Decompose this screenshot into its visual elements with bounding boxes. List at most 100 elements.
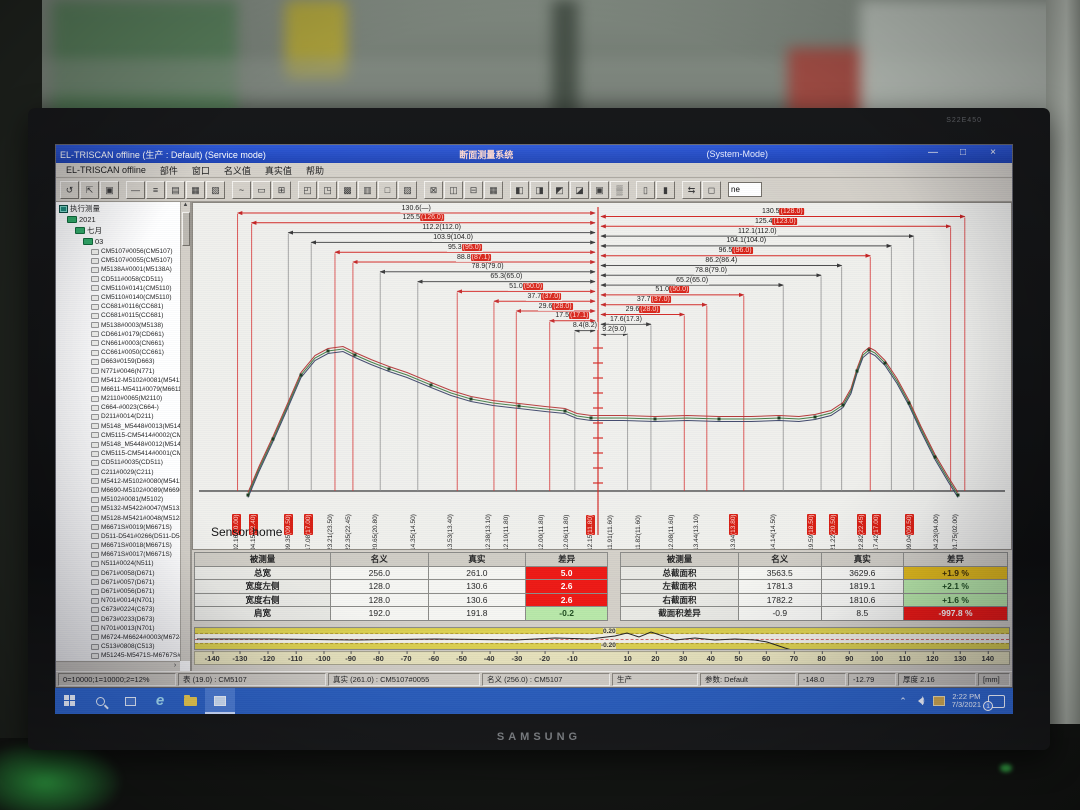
task-view-button[interactable]: [115, 688, 145, 714]
tree-item[interactable]: D671#0056(D671): [57, 587, 180, 596]
tree-item[interactable]: M6611-M5411#0079(M6611-M5: [57, 385, 180, 394]
tree-item[interactable]: C673#0224(C673): [57, 605, 180, 614]
toolbar-button[interactable]: ⊠: [424, 180, 443, 199]
tree-item[interactable]: M5148_M5448#0013(M5148_M5: [57, 422, 180, 431]
tree-item[interactable]: N511#0024(N511): [57, 559, 180, 568]
toolbar-button[interactable]: ⇱: [80, 180, 99, 199]
tree-item[interactable]: C211#0029(C211): [57, 468, 180, 477]
scrollbar-thumb[interactable]: [182, 212, 190, 246]
tree-item[interactable]: M6724-M6624#0003(M6724-M6: [57, 633, 180, 642]
tree-item[interactable]: CM5115-CM5414#0001(CM5115: [57, 449, 180, 458]
tree-item[interactable]: M6671S#0017(M6671S): [57, 550, 180, 559]
toolbar-button[interactable]: ◰: [298, 180, 317, 199]
tree-item[interactable]: CM5107#0055(CM5107): [57, 256, 180, 265]
toolbar-button[interactable]: ▤: [166, 180, 185, 199]
tree-item[interactable]: CC681#0116(CC681): [57, 302, 180, 311]
tree-item[interactable]: D673#0233(D673): [57, 615, 180, 624]
tree-item[interactable]: N701#0014(N701): [57, 596, 180, 605]
menu-item-4[interactable]: 真实值: [264, 165, 292, 176]
toolbar-button[interactable]: ▨: [398, 180, 417, 199]
toolbar-button[interactable]: ⇆: [682, 180, 701, 199]
tree-item[interactable]: C513#0808(C513): [57, 642, 180, 651]
tree-item[interactable]: M5148_M5448#0012(M5148_M5: [57, 440, 180, 449]
toolbar-button[interactable]: ▣: [100, 180, 119, 199]
tree-item[interactable]: CN661#0003(CN661): [57, 339, 180, 348]
file-explorer-button[interactable]: [175, 688, 205, 714]
tree-item[interactable]: M5138A#0001(M5138A): [57, 265, 180, 274]
window-titlebar[interactable]: EL-TRISCAN offline (生产 : Default) (Servi…: [56, 145, 1012, 163]
tree-item[interactable]: C664-#0023(C664-): [57, 403, 180, 412]
menu-item-0[interactable]: EL-TRISCAN offline: [66, 165, 146, 175]
toolbar-button[interactable]: ▭: [252, 180, 271, 199]
menu-item-5[interactable]: 帮助: [305, 165, 324, 176]
toolbar-button[interactable]: ▩: [338, 180, 357, 199]
menu-item-1[interactable]: 部件: [159, 165, 178, 176]
maximize-button[interactable]: □: [959, 147, 967, 158]
toolbar-button[interactable]: ▦: [186, 180, 205, 199]
tree-item[interactable]: M5412-M5102#0080(M5412-M5: [57, 477, 180, 486]
tree-item[interactable]: CD511#0035(CD511): [57, 458, 180, 467]
tree-item[interactable]: M5132-M5422#0047(M5132-M5: [57, 504, 180, 513]
tree-item[interactable]: CM5110#0141(CM5110): [57, 284, 180, 293]
toolbar-button[interactable]: ▧: [206, 180, 225, 199]
tree-item[interactable]: CM5115-CM5414#0002(CM5115: [57, 431, 180, 440]
tray-expand-icon[interactable]: ⌃: [899, 695, 907, 706]
tree-item[interactable]: D663#0159(D663): [57, 357, 180, 366]
search-button[interactable]: [85, 688, 115, 714]
clock[interactable]: 2:22 PM 7/3/2021: [952, 692, 981, 710]
toolbar-text-field[interactable]: [728, 182, 762, 197]
minimize-button[interactable]: —: [928, 147, 938, 158]
tree-item[interactable]: M6671S#0018(M6671S): [57, 541, 180, 550]
tree-item[interactable]: CM5110#0140(CM5110): [57, 293, 180, 302]
tree-item[interactable]: CD661#0179(CD661): [57, 330, 180, 339]
toolbar-button[interactable]: ◨: [530, 180, 549, 199]
toolbar-button[interactable]: ▯: [636, 180, 655, 199]
tree-item[interactable]: D511-D541#0266(D511-D541): [57, 532, 180, 541]
eltriscan-taskbar-button[interactable]: [205, 688, 235, 714]
tree-item[interactable]: N701#0013(N701): [57, 624, 180, 633]
tree-item[interactable]: M6690-M5102#0089(M6690-M5: [57, 486, 180, 495]
edge-button[interactable]: e: [145, 688, 175, 714]
toolbar-button[interactable]: ⊞: [272, 180, 291, 199]
tree-item[interactable]: D211#0014(D211): [57, 412, 180, 421]
tree-item[interactable]: M5138#0003(M5138): [57, 321, 180, 330]
tree-item[interactable]: D671#0057(D671): [57, 578, 180, 587]
tree-folder-year[interactable]: 2021: [57, 214, 180, 225]
tree-item[interactable]: CM5107#0056(CM5107): [57, 247, 180, 256]
toolbar-button[interactable]: □: [378, 180, 397, 199]
tree-vertical-scrollbar[interactable]: ▲: [180, 202, 190, 661]
toolbar-button[interactable]: ▥: [358, 180, 377, 199]
scroll-right-arrow[interactable]: ›: [173, 662, 177, 669]
tree-item[interactable]: M51245-M5471S-M6767S#0019: [57, 651, 180, 660]
tree-item[interactable]: M6671S#0019(M6671S): [57, 523, 180, 532]
menu-item-2[interactable]: 窗口: [191, 165, 210, 176]
toolbar-button[interactable]: ▦: [484, 180, 503, 199]
start-button[interactable]: [55, 688, 85, 714]
tree-item[interactable]: CC661#0050(CC661): [57, 348, 180, 357]
toolbar-button[interactable]: ◻: [702, 180, 721, 199]
tree-item[interactable]: CD511#0058(CD511): [57, 275, 180, 284]
toolbar-button[interactable]: ◧: [510, 180, 529, 199]
tree-item[interactable]: N771#0046(N771): [57, 366, 180, 375]
toolbar-button[interactable]: —: [126, 180, 145, 199]
toolbar-button[interactable]: ▣: [590, 180, 609, 199]
toolbar-button[interactable]: ≡: [146, 180, 165, 199]
action-center-icon[interactable]: 1: [983, 694, 1005, 711]
toolbar-button[interactable]: ◫: [444, 180, 463, 199]
tree-item[interactable]: D671#0058(D671): [57, 569, 180, 578]
toolbar-button[interactable]: ◳: [318, 180, 337, 199]
close-button[interactable]: ×: [990, 147, 996, 158]
toolbar-button[interactable]: ▮: [656, 180, 675, 199]
tree-item[interactable]: M2110#0065(M2110): [57, 394, 180, 403]
tree-horizontal-scrollbar[interactable]: ›: [56, 661, 180, 671]
volume-icon[interactable]: [914, 695, 925, 705]
tree-folder-month[interactable]: 七月: [57, 225, 180, 236]
toolbar-button[interactable]: ◩: [550, 180, 569, 199]
toolbar-button[interactable]: ◪: [570, 180, 589, 199]
tree-root[interactable]: 执行测量: [57, 203, 180, 214]
toolbar-button[interactable]: ↺: [60, 180, 79, 199]
menu-item-3[interactable]: 名义值: [223, 165, 251, 176]
tree-item[interactable]: M5412-M5102#0081(M5412-M5: [57, 376, 180, 385]
tree-item[interactable]: CC681#0115(CC681): [57, 311, 180, 320]
tree-item[interactable]: M5102#0081(M5102): [57, 495, 180, 504]
